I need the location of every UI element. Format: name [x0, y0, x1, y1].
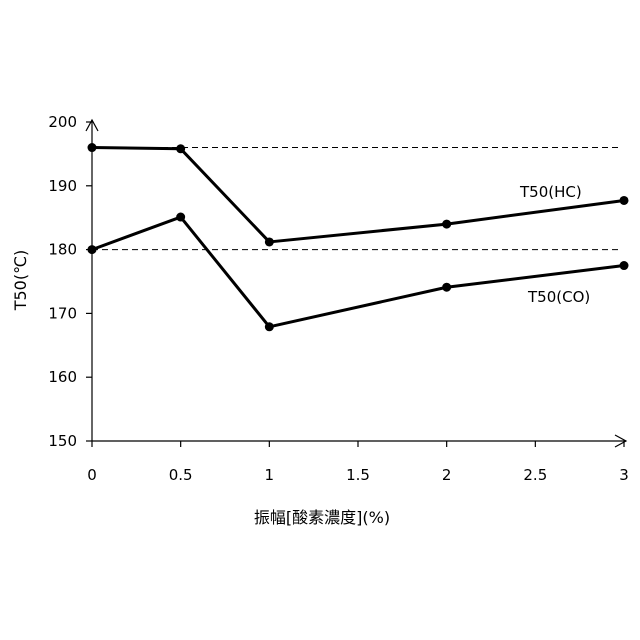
y-axis-ticks: 150 160 170 180 190 200	[48, 113, 92, 450]
series-label-co: T50(CO)	[527, 288, 590, 306]
y-tick-label: 150	[48, 432, 77, 450]
data-point	[265, 237, 274, 246]
x-tick-label: 3	[619, 466, 629, 484]
data-point	[265, 322, 274, 331]
data-point	[88, 245, 97, 254]
y-tick-label: 200	[48, 113, 77, 131]
y-tick-label: 190	[48, 177, 77, 195]
x-tick-label: 1	[265, 466, 275, 484]
x-tick-label: 2	[442, 466, 452, 484]
data-point	[620, 261, 629, 270]
data-point	[88, 143, 97, 152]
y-tick-label: 160	[48, 368, 77, 386]
x-axis-ticks: 0 0.5 1 1.5 2 2.5 3	[87, 441, 629, 484]
x-axis-title: 振幅[酸素濃度](%)	[254, 508, 390, 527]
x-tick-label: 0.5	[169, 466, 193, 484]
data-point	[176, 213, 185, 222]
data-point	[176, 144, 185, 153]
x-tick-label: 1.5	[346, 466, 370, 484]
data-point	[620, 196, 629, 205]
y-tick-label: 170	[48, 304, 77, 322]
data-point	[442, 220, 451, 229]
axes	[86, 120, 626, 447]
x-tick-label: 0	[87, 466, 97, 484]
series-1	[88, 213, 629, 332]
data-point	[442, 283, 451, 292]
y-tick-label: 180	[48, 241, 77, 259]
series-label-hc: T50(HC)	[519, 183, 582, 201]
x-tick-label: 2.5	[523, 466, 547, 484]
y-axis-title: T50(℃)	[11, 250, 30, 312]
